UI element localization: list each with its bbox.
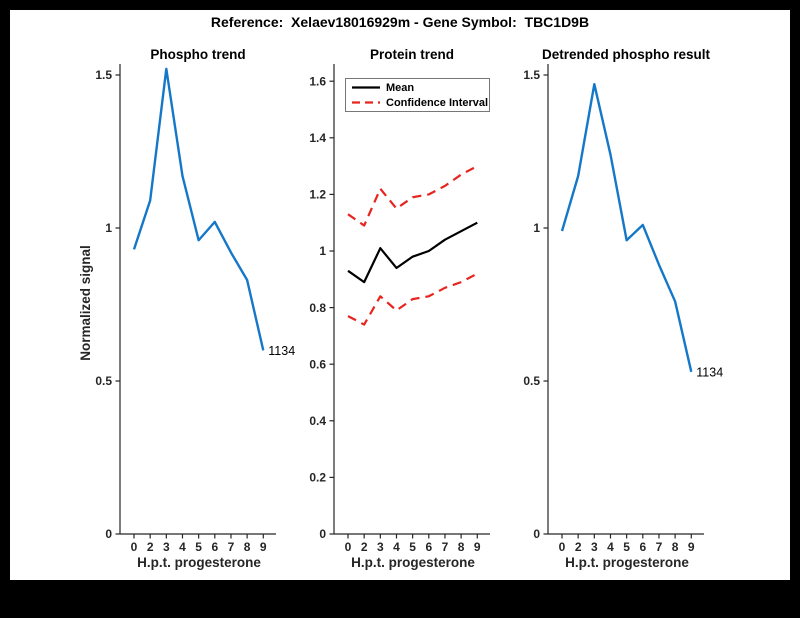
axes-protein: 00.20.40.60.811.21.41.60 2 3 4 5 6 7 8 9 (309, 64, 490, 554)
legend-ci-line-icon (352, 101, 380, 104)
x-axis-label-detrended: H.p.t. progesterone (565, 555, 689, 570)
y-tick-label: 0.8 (309, 301, 326, 315)
x-tick-label: 7 (442, 540, 449, 554)
legend-entry-mean: Mean (352, 81, 489, 94)
x-tick-label: 6 (211, 540, 218, 554)
x-tick-label: 0 (559, 540, 566, 554)
legend-box: Mean Confidence Interval (345, 78, 490, 112)
plot-title-protein: Protein trend (369, 47, 454, 62)
x-tick-label: 2 (147, 540, 154, 554)
x-tick-label: 7 (228, 540, 235, 554)
x-tick-label: 6 (425, 540, 432, 554)
x-axis-label-phospho: H.p.t. progesterone (137, 555, 261, 570)
x-tick-label: 5 (623, 540, 630, 554)
legend-label-mean: Mean (386, 81, 415, 94)
x-tick-label: 9 (260, 540, 267, 554)
y-tick-label: 1.5 (523, 68, 540, 82)
y-tick-label: 0.6 (309, 357, 326, 371)
y-tick-label: 0.5 (95, 374, 112, 388)
y-tick-label: 1 (533, 221, 540, 235)
x-tick-label: 4 (393, 540, 400, 554)
y-tick-label: 0.2 (309, 471, 326, 485)
y-tick-label: 1.2 (309, 188, 326, 202)
y-tick-label: 0 (105, 527, 112, 541)
series-line-phospho (132, 67, 265, 351)
legend-entry-confidence-interval: Confidence Interval (352, 96, 489, 109)
x-tick-label: 9 (688, 540, 695, 554)
x-tick-label: 5 (409, 540, 416, 554)
y-tick-label: 1.5 (95, 68, 112, 82)
y-tick-label: 1 (105, 221, 112, 235)
x-tick-label: 8 (458, 540, 465, 554)
series-line-detrended-phospho (560, 82, 693, 373)
legend-label-confidence-interval: Confidence Interval (386, 96, 489, 109)
series-line-confidence-interval-lower (347, 272, 478, 326)
x-tick-label: 0 (345, 540, 352, 554)
x-tick-label: 8 (672, 540, 679, 554)
x-tick-label: 2 (361, 540, 368, 554)
series-line-mean (347, 221, 478, 284)
x-tick-label: 3 (377, 540, 384, 554)
plot-title-detrended: Detrended phospho result (541, 47, 710, 62)
x-tick-label: 7 (656, 540, 663, 554)
y-tick-label: 0.5 (523, 374, 540, 388)
legend-mean-line-icon (352, 86, 380, 89)
x-tick-label: 9 (474, 540, 481, 554)
y-tick-label: 0 (319, 527, 326, 541)
x-tick-label: 4 (179, 540, 186, 554)
series-end-annotation: 1134 (696, 365, 723, 379)
plot-title-phospho: Phospho trend (150, 47, 246, 62)
y-tick-label: 0.4 (309, 414, 326, 428)
y-axis-label: Normalized signal (78, 245, 93, 361)
x-axis-label-protein: H.p.t. progesterone (351, 555, 475, 570)
x-tick-label: 3 (163, 540, 170, 554)
y-tick-label: 1 (319, 244, 326, 258)
x-tick-label: 5 (195, 540, 202, 554)
series-end-annotation: 1134 (268, 344, 295, 358)
x-tick-label: 4 (607, 540, 614, 554)
x-tick-label: 0 (131, 540, 138, 554)
x-tick-label: 8 (244, 540, 251, 554)
x-tick-label: 2 (575, 540, 582, 554)
y-tick-label: 1.4 (309, 131, 326, 145)
figure-title: Reference: Xelaev18016929m - Gene Symbol… (210, 14, 590, 30)
x-tick-label: 3 (591, 540, 598, 554)
y-tick-label: 1.6 (309, 74, 326, 88)
x-tick-label: 6 (639, 540, 646, 554)
y-tick-label: 0 (533, 527, 540, 541)
series-line-confidence-interval-upper (347, 165, 478, 227)
